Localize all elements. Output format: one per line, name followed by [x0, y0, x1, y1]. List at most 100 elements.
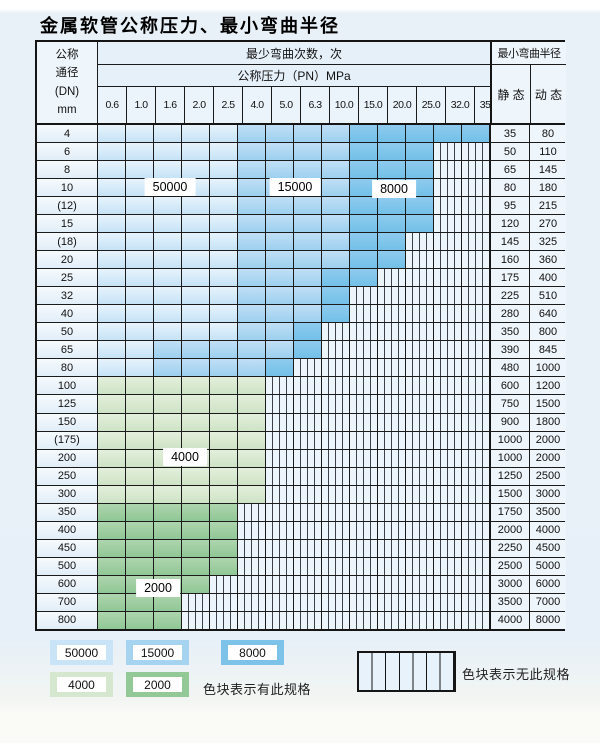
spec-cell-15000 [294, 287, 322, 305]
no-spec-cell [406, 539, 434, 557]
spec-cell-15000 [294, 161, 322, 179]
spec-cell-4000 [210, 413, 238, 431]
spec-cell-8000 [350, 197, 378, 215]
no-spec-cell [322, 575, 350, 593]
no-spec-cell [294, 557, 322, 575]
spec-cell-50000 [154, 233, 182, 251]
static-value: 175 [490, 269, 530, 287]
spec-cell-15000 [266, 305, 294, 323]
spec-cell-4000 [154, 377, 182, 395]
no-spec-cell [406, 287, 434, 305]
no-spec-cell [322, 503, 350, 521]
spec-cell-50000 [154, 215, 182, 233]
no-spec-cell [434, 503, 462, 521]
spec-cell-15000 [238, 215, 266, 233]
no-spec-cell [350, 359, 378, 377]
spec-cell-50000 [126, 215, 154, 233]
spec-cell-4000 [238, 413, 266, 431]
spec-cell-15000 [294, 305, 322, 323]
spec-cell-50000 [210, 161, 238, 179]
spec-cell-15000 [238, 161, 266, 179]
no-spec-cell [266, 557, 294, 575]
spec-cell-4000 [154, 413, 182, 431]
spec-cell-50000 [126, 197, 154, 215]
no-spec-cell [406, 575, 434, 593]
spec-cell-15000 [294, 143, 322, 161]
no-spec-cell [238, 593, 266, 611]
dynamic-value: 6000 [530, 575, 566, 593]
spec-cell-15000 [210, 341, 238, 359]
spec-cell-15000 [294, 125, 322, 143]
table-row: 800 4000 8000 [37, 611, 566, 629]
spec-cell-2000 [98, 521, 126, 539]
table-header: 公称 通径 (DN) mm 最少弯曲次数，次 公称压力（PN）MPa 0.6 1.0 1.… [37, 42, 566, 125]
no-spec-cell [434, 359, 462, 377]
spec-cell-50000 [154, 323, 182, 341]
spec-cell-50000 [126, 161, 154, 179]
no-spec-cell [462, 593, 490, 611]
pressure-col-header: 32.0 [446, 87, 475, 123]
no-spec-cell [238, 503, 266, 521]
spec-cell-50000 [126, 287, 154, 305]
dynamic-value: 7000 [530, 593, 566, 611]
no-spec-cell [350, 287, 378, 305]
no-spec-cell [266, 575, 294, 593]
spec-cell-50000 [210, 197, 238, 215]
table-row: (18) 145 325 [37, 233, 566, 252]
dn-cell: 600 [37, 575, 98, 593]
spec-cell-50000 [154, 197, 182, 215]
spec-cell-50000 [154, 305, 182, 323]
spec-cell-4000 [182, 395, 210, 413]
dn-cell: 100 [37, 377, 98, 395]
static-value: 160 [490, 251, 530, 269]
spec-cell-4000 [182, 467, 210, 485]
no-spec-cell [294, 449, 322, 467]
no-spec-cell [350, 323, 378, 341]
dn-cell: 32 [37, 287, 98, 305]
no-spec-cell [350, 575, 378, 593]
no-spec-cell [238, 557, 266, 575]
spec-cell-50000 [126, 233, 154, 251]
radius-header-group: 最小弯曲半径 静 态 动 态 [490, 42, 566, 123]
spec-cell-4000 [182, 413, 210, 431]
spec-cell-8000 [462, 125, 490, 143]
spec-cell-8000 [350, 215, 378, 233]
no-spec-cell [266, 431, 294, 449]
spec-cell-15000 [322, 251, 350, 269]
spec-cell-50000 [98, 161, 126, 179]
no-spec-cell [350, 485, 378, 503]
spec-cell-50000 [126, 143, 154, 161]
no-spec-cell [378, 413, 406, 431]
no-spec-cell [294, 395, 322, 413]
spec-cell-50000 [182, 269, 210, 287]
no-spec-cell [406, 521, 434, 539]
no-spec-cell [406, 395, 434, 413]
spec-cell-4000 [238, 431, 266, 449]
dn-cell: 15 [37, 215, 98, 233]
dynamic-value: 1800 [530, 413, 566, 431]
no-spec-cell [322, 521, 350, 539]
no-spec-cell [322, 467, 350, 485]
dn-cell: 25 [37, 269, 98, 287]
dynamic-value: 800 [530, 323, 566, 341]
table-row: 80 480 1000 [37, 359, 566, 378]
no-spec-cell [322, 611, 350, 629]
spec-cell-8000 [294, 323, 322, 341]
pressure-col-header: 4.0 [243, 87, 272, 123]
no-spec-cell [378, 575, 406, 593]
spec-cell-4000 [210, 485, 238, 503]
no-spec-cell [266, 413, 294, 431]
legend-swatch-8000: 8000 [221, 640, 284, 665]
no-spec-cell [434, 341, 462, 359]
spec-cell-50000 [182, 197, 210, 215]
spec-cell-15000 [266, 287, 294, 305]
no-spec-cell [350, 341, 378, 359]
spec-cell-50000 [182, 161, 210, 179]
spec-cell-4000 [210, 431, 238, 449]
static-value: 280 [490, 305, 530, 323]
bend-cycles-title: 最少弯曲次数，次 [98, 42, 490, 65]
no-spec-cell [378, 485, 406, 503]
table-row: 15 120 270 [37, 215, 566, 234]
region-label-50000: 50000 [144, 178, 196, 196]
dn-cell: 4 [37, 125, 98, 143]
